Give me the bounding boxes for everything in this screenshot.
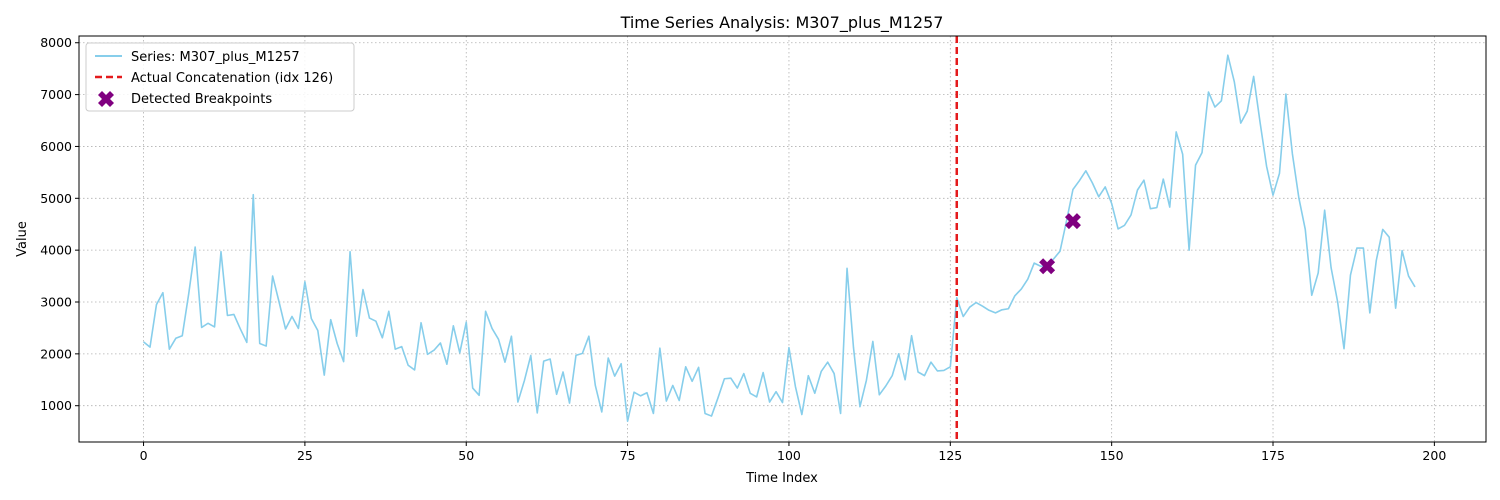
plot-frame <box>78 35 1487 443</box>
series-line <box>143 54 1416 423</box>
legend: Series: M307_plus_M1257 Actual Concatena… <box>85 42 355 112</box>
y-tick-label: 5000 <box>40 191 72 206</box>
y-tick-label: 2000 <box>40 346 72 361</box>
chart-title: Time Series Analysis: M307_plus_M1257 <box>620 13 944 33</box>
y-tick-label: 7000 <box>40 87 72 102</box>
plot-layer <box>143 36 1416 442</box>
x-tick-label: 75 <box>620 448 636 463</box>
x-tick-label: 200 <box>1422 448 1446 463</box>
legend-series-label: Series: M307_plus_M1257 <box>131 50 300 65</box>
legend-box <box>85 42 355 112</box>
x-tick-label: 100 <box>777 448 801 463</box>
x-tick-label: 175 <box>1261 448 1285 463</box>
x-tick-label: 25 <box>297 448 313 463</box>
grid <box>79 36 1486 442</box>
legend-breakpoint-marker <box>98 91 114 107</box>
breakpoint-marker <box>1039 258 1056 275</box>
y-tick-label: 3000 <box>40 295 72 310</box>
ticks: 0 25 50 75 100 125 150 175 200 1000 2000 3000 4000 50… <box>40 35 1446 463</box>
x-tick-label: 50 <box>458 448 474 463</box>
legend-breakpoints-label: Detected Breakpoints <box>131 92 272 107</box>
legend-concat-label: Actual Concatenation (idx 126) <box>131 71 333 86</box>
y-tick-label: 4000 <box>40 243 72 258</box>
x-tick-label: 150 <box>1100 448 1124 463</box>
x-tick-label: 125 <box>938 448 962 463</box>
y-axis-label: Value <box>15 221 30 257</box>
x-tick-label: 0 <box>140 448 148 463</box>
y-tick-label: 1000 <box>40 398 72 413</box>
x-axis-label: Time Index <box>745 471 818 486</box>
y-tick-label: 6000 <box>40 139 72 154</box>
y-tick-label: 8000 <box>40 35 72 50</box>
breakpoint-marker <box>1064 213 1081 230</box>
